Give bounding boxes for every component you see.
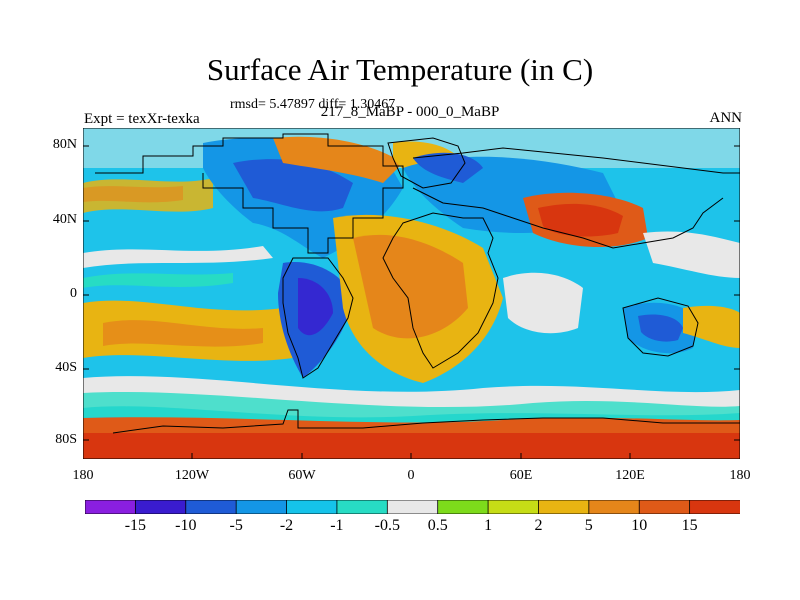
colorbar-swatch (134, 500, 187, 514)
colorbar-label: 1 (484, 517, 493, 534)
season-label: ANN (709, 110, 743, 126)
colorbar (85, 500, 740, 514)
lat-label-80n: 80N (52, 137, 77, 152)
colorbar-label: -2 (279, 517, 294, 534)
colorbar-swatch (386, 500, 439, 514)
lat-label-40s: 40S (55, 360, 77, 375)
colorbar-label: -5 (229, 517, 243, 534)
lon-label-60e: 60E (509, 468, 533, 483)
lat-label-40n: 40N (52, 212, 77, 227)
lon-label-180w: 180 (72, 468, 94, 483)
colorbar-swatch (336, 500, 389, 514)
lon-label-60w: 60W (288, 468, 316, 483)
colorbar-label: -1 (330, 517, 344, 534)
colorbar-label: 5 (584, 517, 593, 534)
lat-label-80s: 80S (55, 432, 77, 447)
lat-label-0: 0 (70, 286, 77, 301)
colorbar-swatch (588, 500, 641, 514)
colorbar-swatch (538, 500, 590, 514)
colorbar-swatch (235, 500, 288, 514)
lon-label-120e: 120E (615, 468, 645, 483)
colorbar-swatch (85, 500, 137, 514)
colorbar-swatch (437, 500, 489, 514)
colorbar-label: 0.5 (427, 517, 448, 534)
colorbar-swatch (185, 500, 238, 514)
colorbar-label: 10 (631, 517, 648, 534)
chart-title: Surface Air Temperature (in C) (206, 52, 594, 87)
lon-label-0: 0 (407, 468, 415, 483)
colorbar-swatch (638, 500, 691, 514)
colorbar-swatch (286, 500, 338, 514)
colorbar-swatch (487, 500, 540, 514)
temperature-map (83, 128, 740, 459)
colorbar-label: -15 (124, 517, 147, 534)
experiment-label: Expt = texXr-texka (84, 111, 200, 127)
lon-label-120w: 120W (174, 468, 210, 483)
colorbar-swatch (689, 500, 740, 514)
colorbar-label: -10 (175, 517, 197, 534)
colorbar-label: 15 (681, 517, 698, 534)
colorbar-label: 2 (534, 517, 543, 534)
period-label: 217_8_MaBP - 000_0_MaBP (320, 104, 500, 120)
lon-label-180e: 180 (729, 468, 751, 483)
stats-text: rmsd= 5.47897 diff= 1.30467 (230, 97, 396, 112)
colorbar-label: -0.5 (374, 517, 400, 534)
